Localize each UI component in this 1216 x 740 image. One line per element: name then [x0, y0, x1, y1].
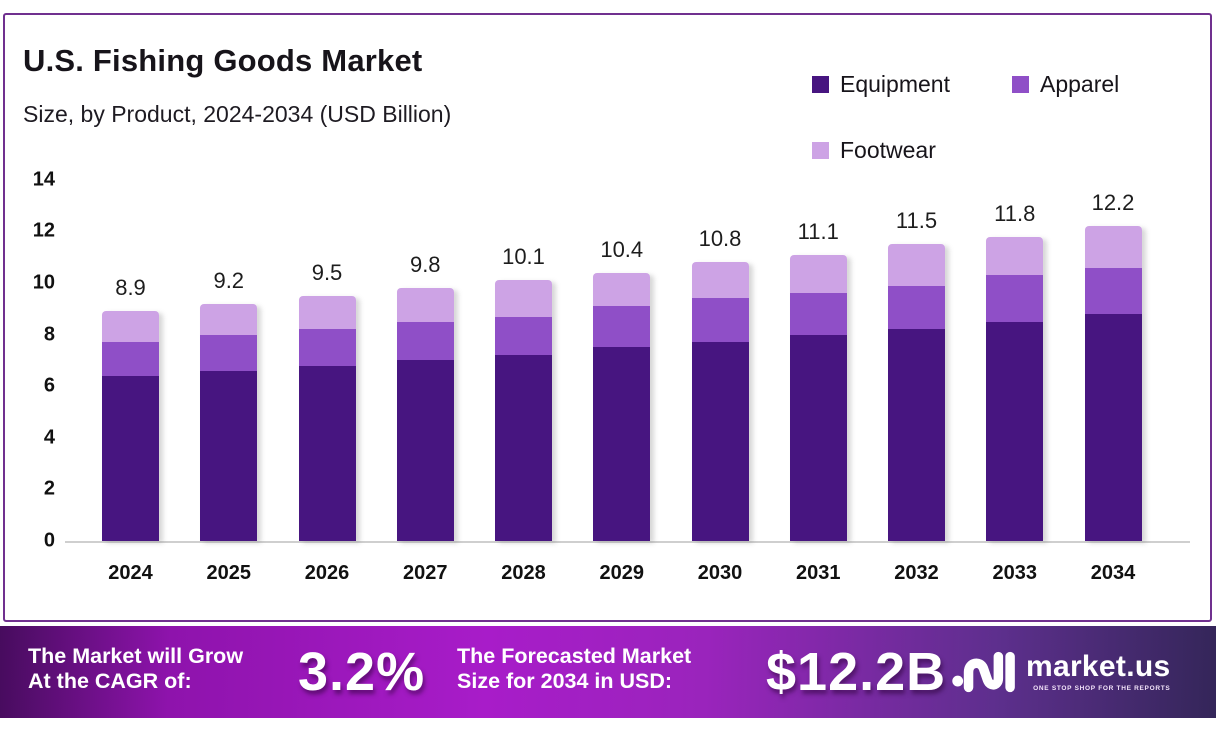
- legend-label-equipment: Equipment: [840, 71, 950, 97]
- legend-label-footwear: Footwear: [840, 137, 936, 163]
- logo-wordmark: market.us ONE STOP SHOP FOR THE REPORTS: [1026, 650, 1171, 693]
- chart-card: U.S. Fishing Goods Market Size, by Produ…: [3, 13, 1212, 622]
- legend-item-equipment: Equipment: [812, 71, 950, 98]
- chart-subtitle: Size, by Product, 2024-2034 (USD Billion…: [23, 101, 452, 127]
- cagr-label: The Market will Grow At the CAGR of:: [28, 644, 243, 694]
- forecast-label-line1: The Forecasted Market: [457, 644, 692, 668]
- marketus-wave-icon: [952, 651, 1015, 693]
- cagr-label-line2: At the CAGR of:: [28, 669, 192, 693]
- logo-tagline: ONE STOP SHOP FOR THE REPORTS: [1033, 685, 1171, 692]
- equipment-swatch-icon: [812, 76, 829, 93]
- legend-label-apparel: Apparel: [1040, 71, 1120, 97]
- apparel-swatch-icon: [1012, 76, 1029, 93]
- footwear-swatch-icon: [812, 142, 829, 159]
- forecast-label: The Forecasted Market Size for 2034 in U…: [457, 644, 691, 694]
- legend-item-footwear: Footwear: [812, 137, 936, 164]
- chart-title: U.S. Fishing Goods Market: [23, 43, 423, 78]
- cagr-value: 3.2%: [298, 642, 426, 702]
- forecast-label-line2: Size for 2034 in USD:: [457, 669, 673, 693]
- logo-text: market.us: [1026, 650, 1171, 683]
- legend-item-apparel: Apparel: [1012, 71, 1119, 98]
- bottom-banner: The Market will Grow At the CAGR of: 3.2…: [0, 626, 1216, 718]
- cagr-label-line1: The Market will Grow: [28, 644, 244, 668]
- marketus-logo: market.us ONE STOP SHOP FOR THE REPORTS: [950, 644, 1170, 700]
- forecast-value: $12.2B: [766, 642, 947, 702]
